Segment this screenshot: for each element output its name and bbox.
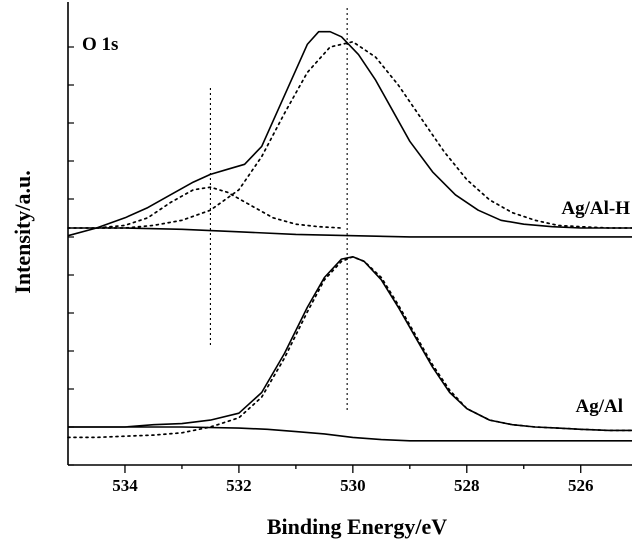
y-axis-title: Intensity/a.u. bbox=[10, 170, 35, 293]
x-tick-label: 530 bbox=[340, 476, 366, 495]
panel-1-label: Ag/Al-H bbox=[561, 198, 630, 219]
panel-2-solid-series-1 bbox=[68, 255, 632, 432]
panel-2-dotted-series-3 bbox=[67, 255, 632, 439]
spectrum-annotation: O 1s bbox=[82, 34, 118, 55]
panel-1-solid-series-1 bbox=[67, 30, 632, 237]
x-tick-label: 534 bbox=[112, 476, 138, 495]
x-tick-label: 526 bbox=[568, 476, 594, 495]
panel-1-solid-series-2 bbox=[68, 227, 632, 238]
x-axis-title: Binding Energy/eV bbox=[267, 514, 447, 539]
x-tick-label: 532 bbox=[226, 476, 252, 495]
plot-area: Ag/Al-H Ag/Al bbox=[67, 8, 632, 442]
x-tick-label: 528 bbox=[454, 476, 480, 495]
axes: 534 532 530 528 526 bbox=[67, 2, 632, 495]
panel-1-dotted-series-3 bbox=[67, 186, 343, 229]
panel-2-label: Ag/Al bbox=[576, 396, 624, 417]
panel-2-solid-series-2 bbox=[68, 426, 632, 442]
panel-1-dotted-series-4 bbox=[95, 40, 632, 229]
